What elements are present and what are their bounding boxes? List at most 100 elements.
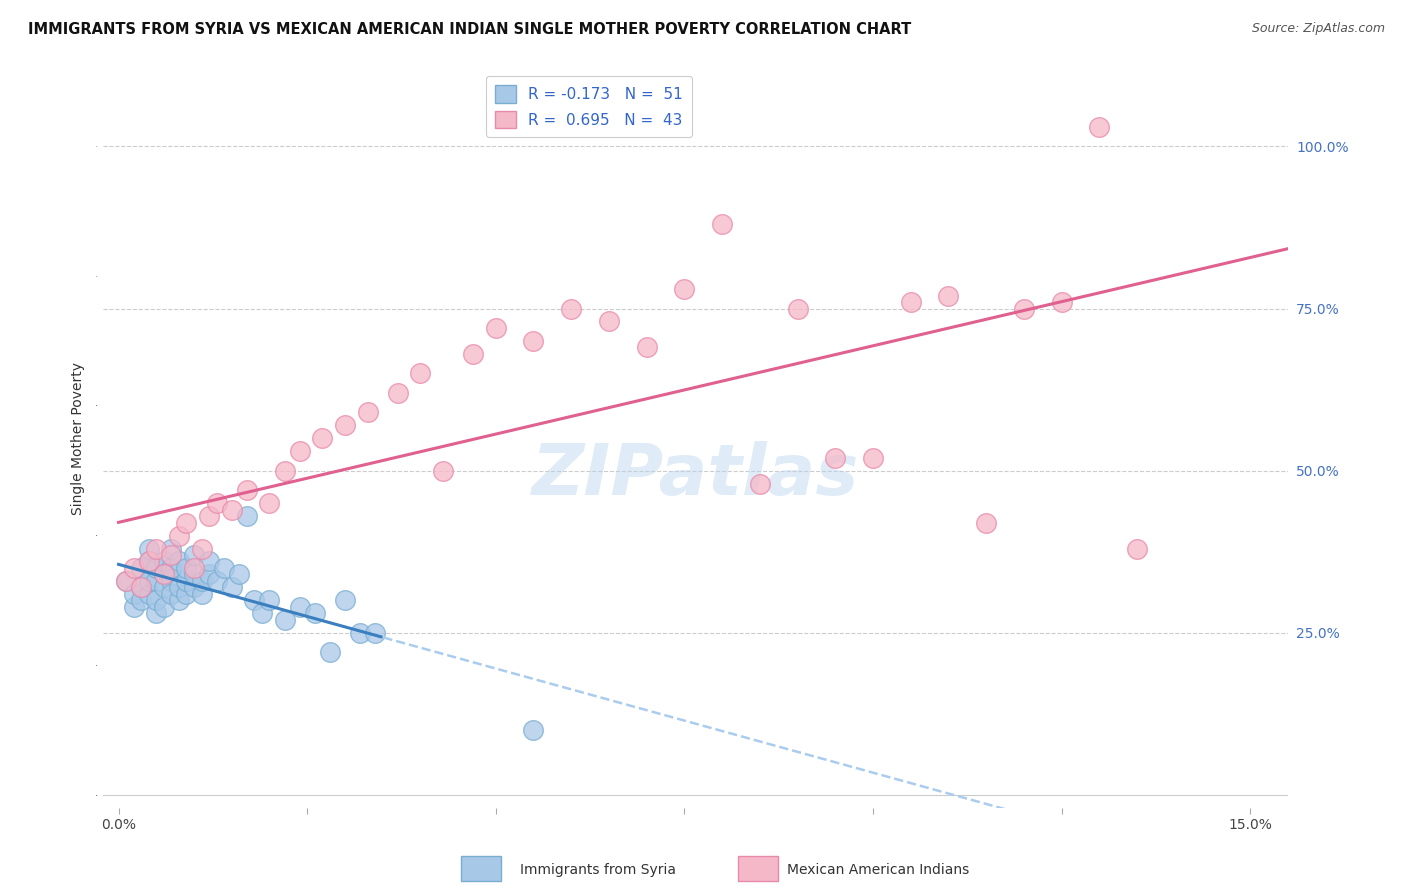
Point [560, 301, 582, 316]
Point [333, 593, 356, 607]
Point [198, 509, 221, 524]
Point [461, 347, 484, 361]
Point [198, 554, 221, 568]
Point [145, 561, 167, 575]
Point [938, 288, 960, 302]
Point [122, 599, 145, 614]
Point [522, 334, 544, 348]
Point [636, 341, 658, 355]
Point [273, 464, 295, 478]
Point [138, 587, 160, 601]
Point [160, 541, 183, 556]
Point [974, 516, 997, 530]
Point [485, 321, 508, 335]
Y-axis label: Single Mother Poverty: Single Mother Poverty [72, 362, 86, 515]
Point [198, 567, 221, 582]
Point [129, 581, 152, 595]
Point [190, 541, 212, 556]
Point [167, 528, 190, 542]
Point [167, 581, 190, 595]
Point [349, 625, 371, 640]
Point [145, 541, 167, 556]
Point [190, 574, 212, 588]
Point [364, 625, 387, 640]
Point [115, 574, 138, 588]
Point [221, 502, 243, 516]
Point [176, 574, 198, 588]
Text: Immigrants from Syria: Immigrants from Syria [520, 863, 676, 877]
Point [1088, 120, 1111, 134]
Point [153, 554, 176, 568]
Point [183, 567, 205, 582]
Point [115, 574, 138, 588]
Point [288, 444, 311, 458]
Text: IMMIGRANTS FROM SYRIA VS MEXICAN AMERICAN INDIAN SINGLE MOTHER POVERTY CORRELATI: IMMIGRANTS FROM SYRIA VS MEXICAN AMERICA… [28, 22, 911, 37]
Point [129, 581, 152, 595]
Point [1050, 295, 1073, 310]
Point [228, 567, 250, 582]
Point [432, 464, 454, 478]
Point [153, 599, 176, 614]
Point [786, 301, 808, 316]
Point [167, 593, 190, 607]
Point [138, 554, 160, 568]
Point [129, 593, 152, 607]
Point [598, 314, 620, 328]
Point [153, 567, 176, 582]
Point [236, 483, 259, 497]
Point [311, 431, 333, 445]
Point [129, 561, 152, 575]
Point [288, 599, 311, 614]
Point [673, 282, 696, 296]
Point [236, 509, 259, 524]
Point [145, 593, 167, 607]
Legend: R = -0.173   N =  51, R =  0.695   N =  43: R = -0.173 N = 51, R = 0.695 N = 43 [485, 76, 692, 137]
Point [153, 567, 176, 582]
Point [900, 295, 922, 310]
Point [176, 516, 198, 530]
Point [153, 581, 176, 595]
Point [273, 613, 295, 627]
Point [160, 561, 183, 575]
Point [205, 574, 228, 588]
Text: Source: ZipAtlas.com: Source: ZipAtlas.com [1251, 22, 1385, 36]
Point [183, 581, 205, 595]
Point [138, 554, 160, 568]
Text: ZIPatlas: ZIPatlas [531, 441, 859, 509]
Point [145, 607, 167, 621]
Point [748, 476, 770, 491]
Point [122, 587, 145, 601]
Point [333, 418, 356, 433]
Point [138, 574, 160, 588]
Point [862, 450, 884, 465]
Point [259, 496, 281, 510]
Point [190, 587, 212, 601]
Point [167, 554, 190, 568]
Text: Mexican American Indians: Mexican American Indians [787, 863, 970, 877]
Point [711, 217, 734, 231]
Point [176, 587, 198, 601]
Point [138, 541, 160, 556]
Point [319, 645, 342, 659]
Point [160, 574, 183, 588]
Point [304, 607, 326, 621]
Point [122, 561, 145, 575]
Point [160, 548, 183, 562]
Point [212, 561, 235, 575]
Point [205, 496, 228, 510]
Point [824, 450, 846, 465]
Point [183, 548, 205, 562]
Point [522, 723, 544, 738]
Point [183, 561, 205, 575]
Point [176, 561, 198, 575]
Point [250, 607, 273, 621]
Point [243, 593, 266, 607]
Point [160, 587, 183, 601]
Point [145, 574, 167, 588]
Point [259, 593, 281, 607]
Point [409, 367, 432, 381]
Point [356, 405, 378, 419]
Point [1126, 541, 1149, 556]
Point [1012, 301, 1035, 316]
Point [387, 385, 409, 400]
